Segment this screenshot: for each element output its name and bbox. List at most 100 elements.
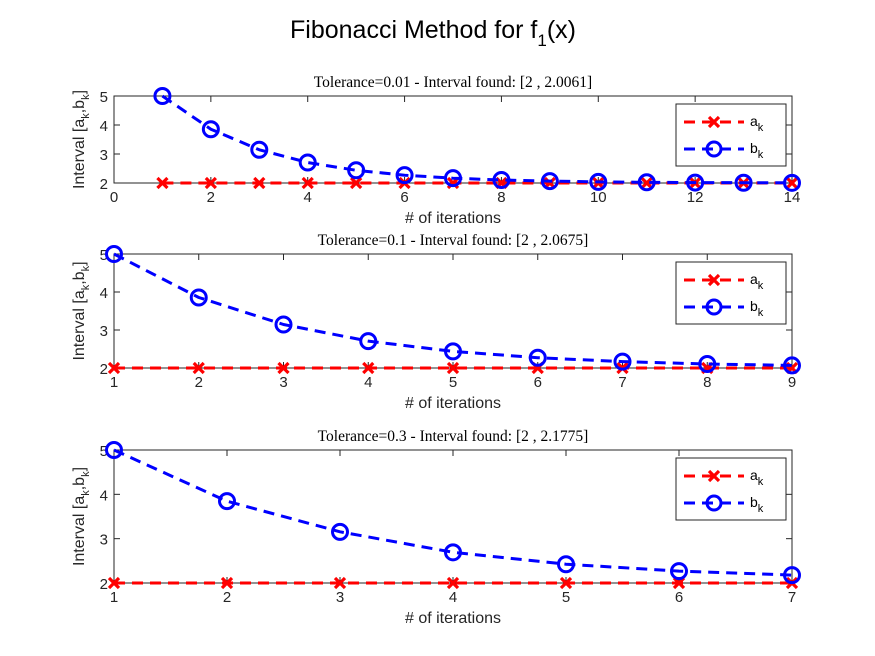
x-tick-label: 6 <box>675 589 683 606</box>
x-tick-label: 1 <box>110 374 118 391</box>
legend: ak bk <box>675 261 787 325</box>
x-tick-label: 7 <box>618 374 626 391</box>
legend-marker-b <box>705 140 723 158</box>
legend-label-b: bk <box>750 298 764 319</box>
x-tick-label: 1 <box>110 589 118 606</box>
data-point-b <box>153 87 172 105</box>
legend-label-a: ak <box>750 113 764 134</box>
data-point-a <box>559 576 573 590</box>
x-tick-label: 2 <box>223 589 231 606</box>
data-point-b <box>589 172 608 191</box>
data-point-b <box>528 348 547 367</box>
data-point-a <box>446 361 460 375</box>
data-point-b <box>492 171 511 190</box>
y-tick-label: 2 <box>100 176 108 193</box>
legend-marker-b <box>705 298 723 316</box>
x-tick-label: 5 <box>562 589 570 606</box>
data-point-b <box>734 173 753 192</box>
data-point-a <box>192 361 205 375</box>
legend-marker-a <box>707 273 721 287</box>
x-tick-label: 6 <box>400 189 408 206</box>
data-point-b <box>686 173 705 192</box>
data-point-b <box>105 441 123 459</box>
subplot-title: Tolerance=0.3 - Interval found: [2 , 2.1… <box>318 428 589 445</box>
data-point-a <box>785 176 799 190</box>
legend-label-a: ak <box>750 467 764 488</box>
data-point-b <box>331 522 349 541</box>
x-tick-label: 5 <box>449 374 457 391</box>
data-point-a <box>446 576 460 590</box>
x-tick-label: 4 <box>449 589 457 606</box>
data-point-b <box>105 245 123 263</box>
x-tick-label: 2 <box>207 189 215 206</box>
data-point-a <box>350 176 363 190</box>
data-point-a <box>156 176 169 190</box>
legend-marker-a <box>707 115 721 129</box>
data-point-b <box>540 172 559 191</box>
data-point-a <box>107 361 121 375</box>
y-tick-label: 2 <box>100 576 108 593</box>
x-tick-label: 9 <box>788 374 796 391</box>
data-point-b <box>274 315 293 334</box>
legend-box <box>675 261 787 325</box>
data-point-b <box>395 166 414 185</box>
data-point-b <box>698 355 717 374</box>
legend-box <box>675 103 787 167</box>
x-tick-label: 14 <box>784 189 801 206</box>
legend: ak bk <box>675 103 787 167</box>
data-point-b <box>613 352 632 371</box>
data-point-a <box>107 576 121 590</box>
data-point-b <box>201 120 220 139</box>
data-point-b <box>783 566 801 585</box>
y-axis-label: Interval [ak,bk] <box>71 467 92 566</box>
x-axis-label: # of iterations <box>405 610 501 627</box>
y-tick-label: 2 <box>100 361 108 378</box>
series-line-b <box>113 252 793 367</box>
legend-label-b: bk <box>750 494 764 515</box>
subplot-title: Tolerance=0.1 - Interval found: [2 , 2.0… <box>318 232 589 249</box>
legend-label-b: bk <box>750 140 764 161</box>
y-axis-label: Interval [ak,bk] <box>71 261 92 360</box>
data-point-b <box>637 173 656 192</box>
x-tick-label: 4 <box>364 374 372 391</box>
x-tick-label: 10 <box>590 189 607 206</box>
data-point-a <box>333 576 347 590</box>
legend-label-a: ak <box>750 271 764 292</box>
x-axis-label: # of iterations <box>405 210 501 227</box>
y-tick-label: 3 <box>100 323 108 340</box>
legend-marker-a <box>707 469 721 483</box>
x-tick-label: 8 <box>703 374 711 391</box>
y-tick-label: 4 <box>100 118 108 135</box>
y-tick-label: 5 <box>100 247 108 264</box>
data-point-a <box>640 176 653 190</box>
data-point-b <box>444 543 462 562</box>
data-point-b <box>218 492 236 511</box>
data-point-a <box>220 576 234 590</box>
data-point-b <box>359 332 378 351</box>
data-point-b <box>557 555 575 574</box>
data-point-a <box>204 176 217 190</box>
data-point-a <box>253 176 266 190</box>
y-axis-label: Interval [ak,bk] <box>71 90 92 189</box>
x-tick-label: 3 <box>336 589 344 606</box>
x-tick-label: 2 <box>195 374 203 391</box>
x-axis-label: # of iterations <box>405 395 501 412</box>
y-tick-label: 5 <box>100 443 108 460</box>
data-point-b <box>347 161 366 180</box>
y-tick-label: 4 <box>100 487 108 504</box>
y-tick-label: 3 <box>100 147 108 164</box>
data-point-b <box>783 356 801 375</box>
x-tick-label: 3 <box>279 374 287 391</box>
data-point-a <box>301 176 314 190</box>
x-tick-label: 6 <box>534 374 542 391</box>
data-point-b <box>444 342 462 361</box>
x-tick-label: 8 <box>497 189 505 206</box>
data-point-b <box>670 562 688 581</box>
series-line-b <box>113 448 793 577</box>
data-point-b <box>189 288 208 307</box>
data-point-b <box>298 153 317 172</box>
